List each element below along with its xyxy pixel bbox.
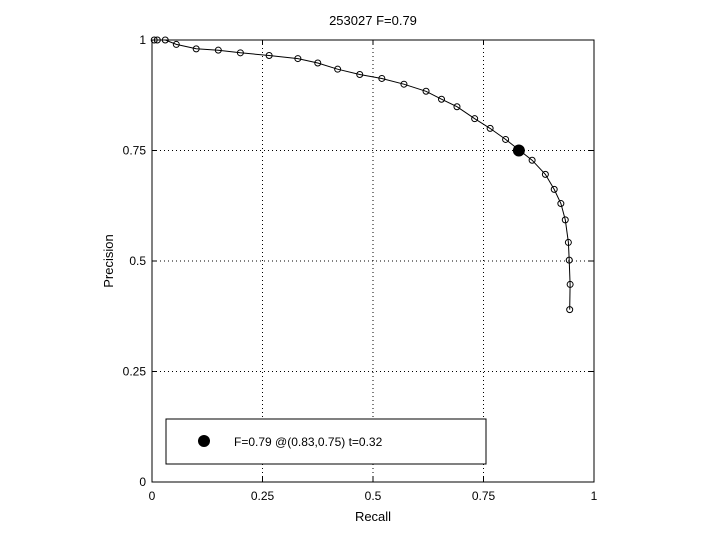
y-tick-label: 0.5 [129,254,146,268]
y-tick-label: 0.75 [123,144,147,158]
data-point [150,36,158,44]
data-point [564,238,572,246]
x-tick-label: 0.75 [472,489,496,503]
data-point [356,70,364,78]
pr-curve [150,36,574,314]
data-point [565,256,573,264]
data-point [561,216,569,224]
x-axis-label: Recall [355,509,391,524]
grid [152,40,594,482]
data-point [294,55,302,63]
legend: F=0.79 @(0.83,0.75) t=0.32 [165,418,487,465]
data-point [566,306,574,314]
x-tick-label: 0 [149,489,156,503]
data-point [486,124,494,132]
axis-ticks: 0 0.25 0.5 0.75 1 0 0.25 0.5 0.75 1 [123,33,598,503]
data-point [236,49,244,57]
data-point [438,95,446,103]
data-point [422,87,430,95]
data-point [192,45,200,53]
y-axis-label: Precision [101,234,116,287]
legend-marker [198,435,210,447]
data-point [502,135,510,143]
y-tick-label: 0.25 [123,365,147,379]
data-point [528,156,536,164]
data-point [214,46,222,54]
data-point [378,74,386,82]
data-point [471,115,479,123]
legend-text: F=0.79 @(0.83,0.75) t=0.32 [234,435,383,449]
series-line [154,39,571,310]
data-point [550,185,558,193]
data-point [453,103,461,111]
data-point [566,280,574,288]
y-tick-label: 0 [139,475,146,489]
data-point [161,36,169,44]
data-point [172,40,180,48]
data-point [314,59,322,67]
chart-title: 253027 F=0.79 [329,13,417,28]
data-point [541,170,549,178]
data-point [557,200,565,208]
best-f-point [512,144,525,157]
data-point [153,36,161,44]
data-point [265,51,273,59]
legend-box [165,418,487,465]
best-point-group [512,144,525,157]
data-point [400,80,408,88]
x-tick-label: 0.5 [365,489,382,503]
x-tick-label: 1 [591,489,598,503]
data-point [334,65,342,73]
y-tick-label: 1 [139,33,146,47]
x-tick-label: 0.25 [251,489,275,503]
